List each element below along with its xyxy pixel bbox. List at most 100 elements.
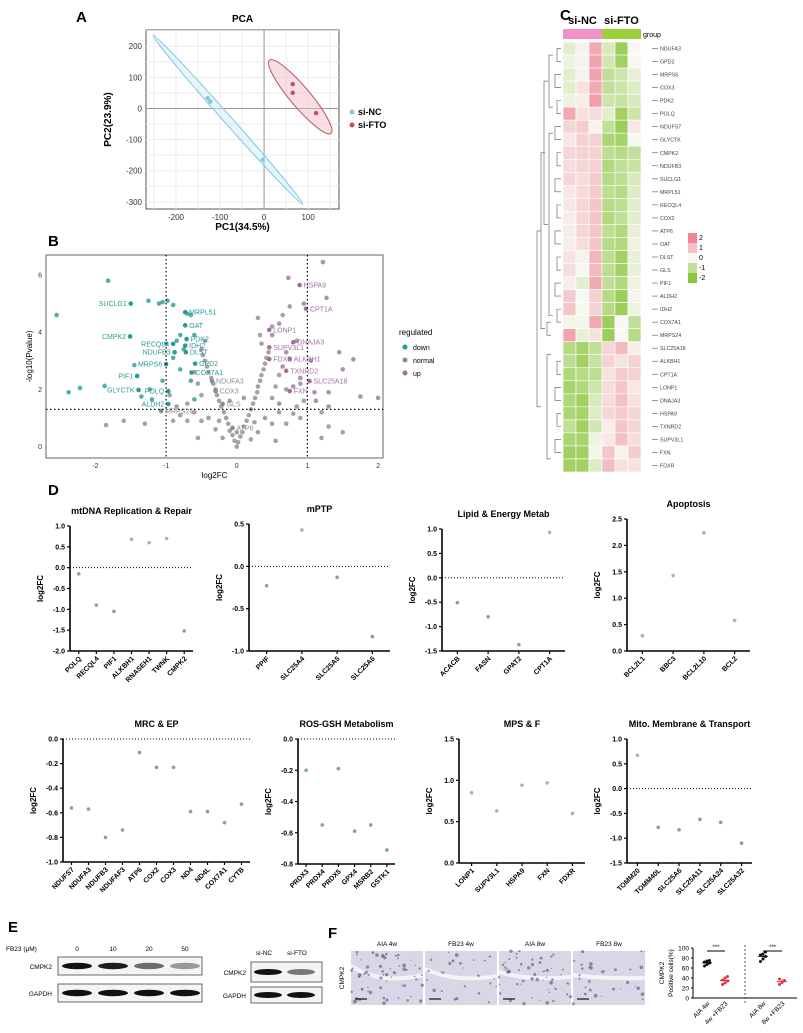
heatmap-cell [575, 445, 590, 460]
blot-row-label: CMPK2 [224, 970, 247, 977]
ihc-stain-dot [518, 949, 521, 953]
heatmap-cell [588, 67, 603, 82]
volcano-point-down [182, 309, 188, 315]
x-tick-label: 100 [301, 213, 315, 222]
volcano-point-normal [232, 438, 237, 444]
volcano-point-normal [257, 332, 263, 338]
ihc-tissue-gap [424, 967, 498, 981]
data-point [703, 964, 706, 968]
ihc-stain-dot [378, 964, 383, 968]
si-fto-ellipse [267, 59, 333, 135]
data-point-POLQ [76, 572, 81, 576]
heatmap-cell [614, 263, 629, 277]
volcano-point-normal [103, 422, 109, 428]
heatmap-cell [562, 354, 577, 369]
heatmap-cell [575, 393, 590, 408]
volcano-point-normal [204, 364, 210, 369]
dendrogram-branch [554, 74, 561, 88]
y-tick-label: 1.0 [55, 524, 65, 531]
volcano-point-down [177, 367, 183, 372]
ihc-stain-dot [364, 970, 368, 974]
heatmap-cell [627, 367, 642, 382]
volcano-point-normal [167, 392, 172, 398]
volcano-point-normal [214, 392, 220, 398]
volcano-point-normal [241, 424, 247, 429]
heatmap-cell [627, 302, 642, 316]
row-label: SUCLG1 [660, 177, 681, 183]
gene-label: HSPA9 [304, 283, 327, 290]
y-tick-label: 0.0 [612, 649, 622, 656]
volcano-point-up [280, 364, 285, 369]
volcano-point-up [375, 395, 381, 401]
ihc-stain-dot [419, 999, 423, 1003]
ihc-stain-dot [600, 995, 603, 998]
panel-label-b: B [48, 233, 59, 250]
data-point-FDXR [570, 811, 575, 816]
volcano-point-normal [184, 401, 190, 406]
x-tick-label: SLC25A4 [280, 655, 307, 682]
legend-label: si-NC [358, 107, 382, 117]
pca-point-si-FTO [290, 81, 295, 87]
ihc-stain-dot [549, 980, 553, 985]
heatmap-cell [562, 132, 577, 147]
heatmap-cell [588, 250, 603, 264]
heatmap-cell [614, 54, 629, 69]
heatmap-cell [601, 119, 616, 134]
heatmap-cell [601, 315, 616, 329]
x-tick-label: COX3 [159, 866, 178, 885]
heatmap-cell [601, 185, 616, 199]
gene-label: SUCLG1 [99, 301, 127, 308]
heatmap-cell [601, 276, 616, 290]
volcano-point-normal [199, 347, 204, 352]
ihc-stain-dot [390, 976, 393, 979]
pca-point-si-FTO [290, 90, 295, 96]
ihc-stain-dot [356, 953, 358, 956]
ihc-stain-dot [448, 951, 450, 954]
volcano-point-up [297, 282, 302, 288]
ihc-stain-dot [538, 961, 542, 964]
plot-d3: -1.5 -1.0 -0.5 0.0 0.5 1.0 ACACB FASN GPAT2 CPT1A… [408, 509, 565, 678]
ihc-stain-dot [389, 968, 392, 970]
ihc-stain-dot [398, 965, 401, 967]
y-tick-label: 0.5 [234, 522, 244, 529]
volcano-point-normal [230, 432, 235, 438]
data-point-HSPA9 [520, 783, 524, 788]
heatmap-cell [562, 328, 577, 342]
legend-marker [349, 109, 355, 115]
ihc-stain-dot [539, 999, 541, 1001]
group-bar-si-fto [602, 29, 641, 39]
y-tick-label: 2.5 [612, 517, 622, 524]
heatmap-cell [588, 289, 603, 303]
x-tick-label: -100 [212, 213, 229, 222]
plot-title: Apoptosis [667, 499, 711, 509]
ihc-stain-dot [350, 969, 353, 972]
y-tick-label: 4 [38, 330, 42, 337]
heatmap-cell [575, 80, 590, 95]
x-tick-label: BBC3 [659, 655, 678, 674]
y-tick-label: 80 [682, 956, 690, 963]
data-point-SUPV3L1 [495, 809, 499, 813]
ihc-stain-dot [520, 983, 522, 985]
volcano-point-normal [237, 434, 243, 439]
heatmap-cell [627, 328, 642, 342]
heatmap-cell [575, 328, 590, 342]
gene-label: RECQL4 [141, 341, 169, 348]
heatmap-cell [627, 41, 642, 56]
volcano-point-normal [269, 395, 275, 401]
heatmap-cell [601, 367, 616, 382]
heatmap-cell [627, 315, 642, 329]
ihc-stain-dot [560, 974, 562, 976]
blot-band [287, 992, 315, 998]
ihc-stain-dot [379, 976, 383, 980]
data-point-ND4L [205, 809, 210, 814]
data-point [721, 983, 724, 986]
data-point [708, 959, 711, 962]
row-label: PIF1 [660, 281, 671, 287]
y-axis-label: log2FC [593, 787, 602, 814]
heatmap-cell [601, 67, 616, 82]
volcano-point-normal [220, 435, 225, 441]
heatmap-cell [575, 106, 590, 121]
heatmap-cell [575, 341, 590, 356]
y-tick-label: -1.0 [610, 836, 622, 843]
ihc-stain-dot [477, 991, 481, 995]
